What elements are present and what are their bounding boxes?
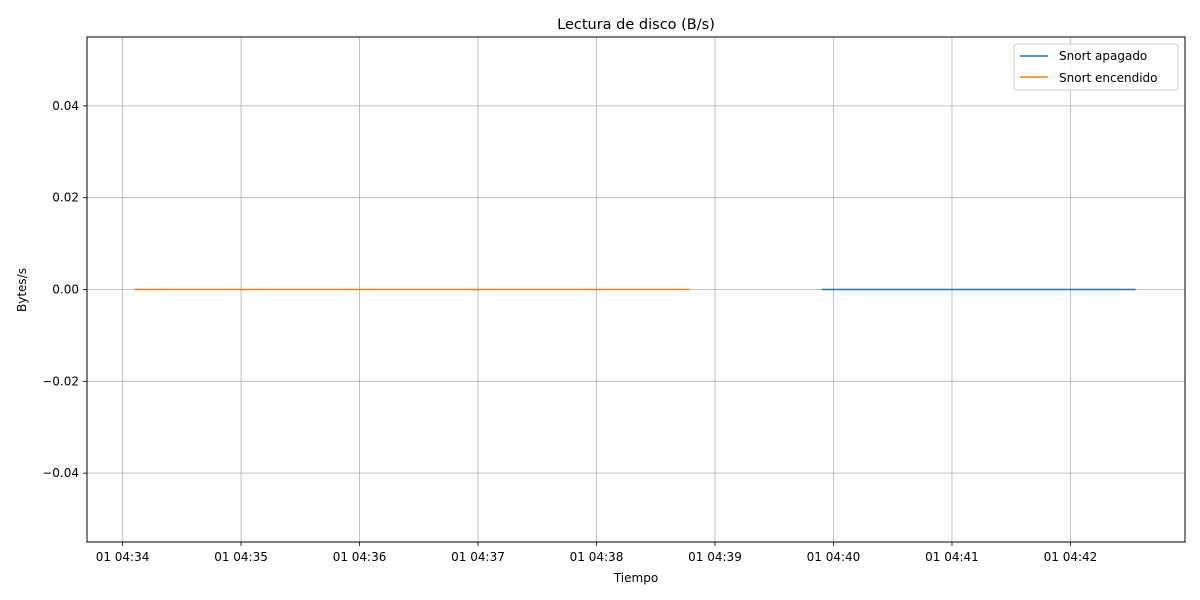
y-tick-label: −0.04 <box>42 466 79 480</box>
legend-label-snort-apagado: Snort apagado <box>1059 49 1147 63</box>
legend: Snort apagado Snort encendido <box>1013 43 1179 91</box>
legend-box <box>1013 43 1179 91</box>
y-tick-label: 0.04 <box>52 99 79 113</box>
chart-title: Lectura de disco (B/s) <box>557 17 715 33</box>
x-tick-label: 01 04:34 <box>96 550 150 564</box>
x-tick-label: 01 04:35 <box>214 550 268 564</box>
y-tick-label: 0.00 <box>52 283 79 297</box>
y-axis: −0.04 −0.02 0.00 0.02 0.04 <box>42 99 87 480</box>
x-tick-label: 01 04:40 <box>807 550 861 564</box>
x-tick-label: 01 04:41 <box>925 550 979 564</box>
x-tick-label: 01 04:39 <box>688 550 742 564</box>
y-tick-label: −0.02 <box>42 374 79 388</box>
y-tick-label: 0.02 <box>52 191 79 205</box>
x-tick-label: 01 04:38 <box>570 550 624 564</box>
y-axis-label: Bytes/s <box>15 268 29 312</box>
x-tick-label: 01 04:42 <box>1044 550 1098 564</box>
legend-label-snort-encendido: Snort encendido <box>1059 71 1158 85</box>
x-axis-label: Tiempo <box>613 571 658 585</box>
x-tick-label: 01 04:37 <box>451 550 505 564</box>
x-tick-label: 01 04:36 <box>333 550 387 564</box>
x-axis: 01 04:34 01 04:35 01 04:36 01 04:37 01 04:38… <box>96 542 1098 564</box>
